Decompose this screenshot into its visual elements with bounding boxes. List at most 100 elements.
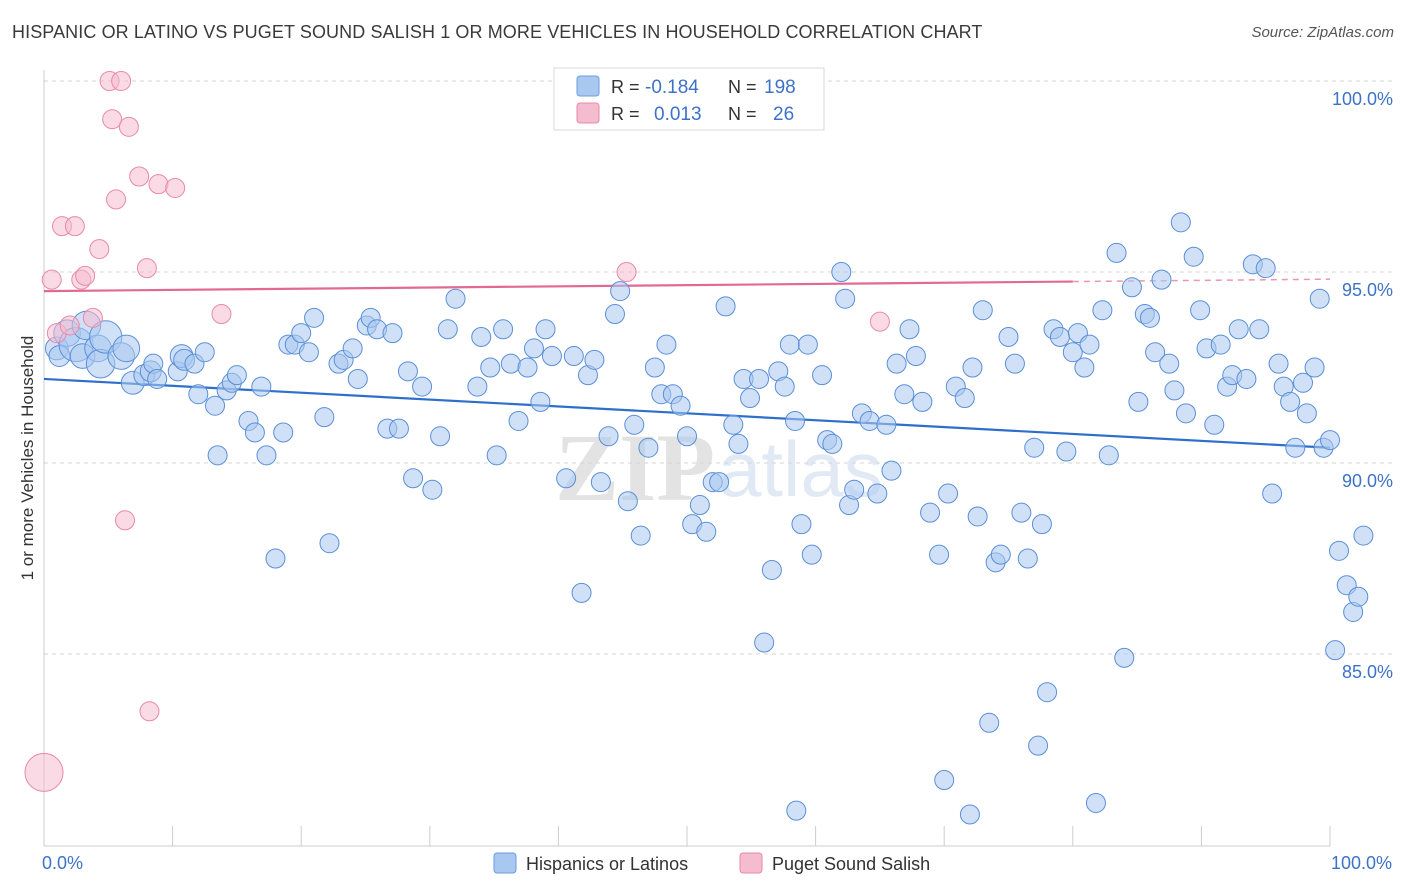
- data-point: [1159, 353, 1180, 374]
- data-point: [304, 307, 325, 328]
- data-point: [1255, 258, 1276, 279]
- stats-n-value-pink: 26: [773, 104, 794, 125]
- data-point: [1296, 403, 1317, 424]
- data-point: [347, 368, 368, 389]
- data-point: [1017, 548, 1038, 569]
- data-point: [517, 357, 538, 378]
- data-point: [1004, 353, 1025, 374]
- y-tick-labels: 85.0% 90.0% 95.0% 100.0%: [1332, 89, 1393, 682]
- stats-r-value-pink: 0.013: [654, 104, 702, 125]
- data-point: [486, 445, 507, 466]
- data-point: [934, 770, 955, 791]
- data-point: [256, 445, 277, 466]
- data-point: [604, 304, 625, 325]
- data-point: [959, 804, 980, 825]
- data-point: [1204, 414, 1225, 435]
- series-hispanics: [44, 212, 1374, 825]
- data-point: [59, 315, 80, 336]
- data-point: [147, 368, 168, 389]
- data-point: [165, 177, 186, 198]
- data-point: [467, 376, 488, 397]
- data-point: [1325, 640, 1346, 661]
- data-point: [689, 495, 710, 516]
- stats-r-label-blue: R =: [611, 77, 640, 97]
- data-point: [207, 445, 228, 466]
- data-point: [1031, 514, 1052, 535]
- y-tick-label: 100.0%: [1332, 89, 1393, 109]
- data-point: [342, 338, 363, 359]
- data-point: [797, 334, 818, 355]
- data-point: [118, 116, 139, 137]
- data-point: [590, 472, 611, 493]
- y-tick-label: 85.0%: [1342, 662, 1393, 682]
- data-point: [112, 334, 141, 363]
- data-point: [876, 414, 897, 435]
- data-point: [430, 426, 451, 447]
- data-point: [1210, 334, 1231, 355]
- data-point: [314, 407, 335, 428]
- series-salish: [24, 71, 890, 792]
- data-point: [403, 468, 424, 489]
- data-point: [541, 346, 562, 367]
- legend-swatch-hispanics: [493, 852, 517, 874]
- data-point: [844, 479, 865, 500]
- data-point: [508, 410, 529, 431]
- data-point: [869, 311, 890, 332]
- stats-n-label-blue: N =: [728, 77, 757, 97]
- data-point: [905, 346, 926, 367]
- trend-line-salish: [43, 280, 1073, 293]
- legend-label-hispanics: Hispanics or Latinos: [526, 854, 688, 874]
- data-point: [1348, 586, 1369, 607]
- data-point: [1128, 391, 1149, 412]
- data-point: [920, 502, 941, 523]
- data-point: [677, 426, 697, 447]
- data-point: [205, 395, 226, 416]
- data-point: [1329, 540, 1350, 561]
- data-point: [291, 323, 312, 344]
- data-point: [194, 342, 215, 363]
- data-point: [1062, 342, 1083, 363]
- data-point: [998, 326, 1019, 347]
- y-tick-label: 90.0%: [1342, 471, 1393, 491]
- data-point: [500, 353, 521, 374]
- data-point: [211, 304, 232, 325]
- data-point: [1353, 525, 1374, 546]
- grid-lines: [44, 80, 1395, 655]
- data-point: [812, 365, 833, 386]
- data-point: [556, 468, 577, 489]
- data-point: [1056, 441, 1077, 462]
- data-point: [822, 433, 843, 454]
- legend-label-salish: Puget Sound Salish: [772, 854, 930, 874]
- data-point: [115, 510, 136, 531]
- data-point: [1079, 334, 1100, 355]
- data-point: [1074, 357, 1095, 378]
- data-point: [617, 491, 638, 512]
- data-point: [1320, 430, 1340, 451]
- stats-swatch-blue: [576, 75, 600, 97]
- data-point: [1049, 326, 1070, 347]
- source-credit: Source: ZipAtlas.com: [1251, 24, 1394, 41]
- data-point: [251, 376, 272, 397]
- data-point: [265, 548, 286, 569]
- data-point: [786, 800, 807, 821]
- data-point: [422, 479, 443, 500]
- x-tick-label-min: 0.0%: [42, 853, 83, 873]
- data-point: [610, 281, 631, 302]
- data-point: [1028, 735, 1049, 756]
- data-point: [129, 166, 150, 187]
- data-point: [106, 189, 127, 210]
- data-point: [226, 365, 247, 386]
- data-point: [1114, 647, 1135, 668]
- data-point: [1309, 288, 1330, 309]
- data-point: [480, 357, 501, 378]
- data-point: [1304, 357, 1325, 378]
- data-point: [64, 216, 85, 237]
- data-point: [397, 361, 418, 382]
- data-point: [1280, 391, 1301, 412]
- data-point: [723, 414, 744, 435]
- data-point: [1262, 483, 1283, 504]
- data-point: [493, 319, 514, 340]
- data-point: [785, 410, 806, 431]
- stats-box: R = -0.184 N = 198 R = 0.013 N = 26: [553, 67, 825, 131]
